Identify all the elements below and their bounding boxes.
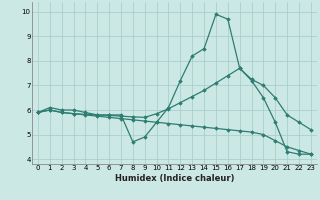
X-axis label: Humidex (Indice chaleur): Humidex (Indice chaleur) — [115, 174, 234, 183]
